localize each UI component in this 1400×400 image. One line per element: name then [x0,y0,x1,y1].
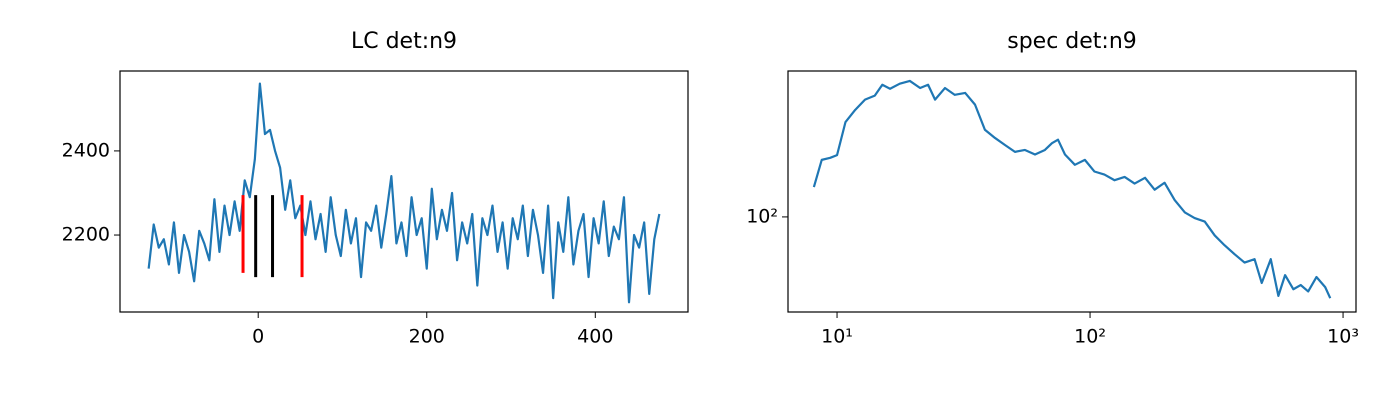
plot-frame [787,70,1357,313]
chart-title: LC det:n9 [351,29,457,54]
x-tick-label: 10¹ [821,326,853,348]
x-tick-label: 10³ [1327,326,1359,348]
x-tick-label: 200 [409,326,445,348]
data-line [812,79,1332,299]
x-tick-label: 400 [577,326,613,348]
data-line [147,82,661,304]
y-tick-label: 2400 [62,139,110,161]
x-tick-label: 10² [1074,326,1106,348]
y-tick-label: 10² [746,205,778,227]
x-tick-label: 0 [252,326,264,348]
plot-frame [119,70,689,313]
y-tick-label: 2200 [62,224,110,246]
chart-title: spec det:n9 [1007,29,1137,54]
